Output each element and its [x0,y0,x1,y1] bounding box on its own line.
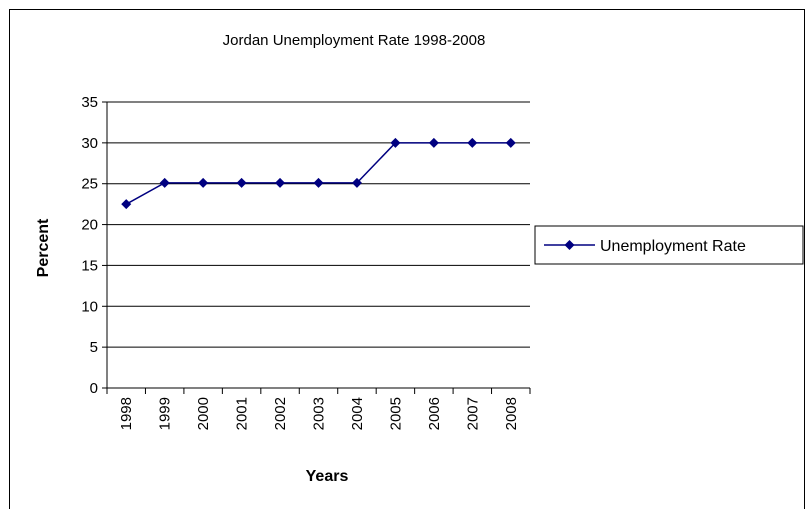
x-tick-label-2000: 2000 [195,397,212,430]
data-point-2004 [351,177,362,188]
x-tick-label-2001: 2001 [234,397,251,430]
gridlines [107,101,530,348]
y-tick-label-30: 30 [81,135,98,152]
x-tick-label-2006: 2006 [426,397,443,430]
data-point-2001 [236,177,247,188]
data-point-2008 [505,137,516,148]
y-tick-label-35: 35 [81,94,98,111]
y-axis-title: Percent [35,218,52,277]
x-tick-label-1999: 1999 [157,397,174,430]
data-point-2006 [428,137,439,148]
data-point-2000 [198,177,209,188]
y-tick-label-5: 5 [90,339,98,356]
chart-title: Jordan Unemployment Rate 1998-2008 [223,32,486,49]
chart-frame [9,9,805,509]
legend: Unemployment Rate [534,225,804,265]
x-tick-label-2007: 2007 [464,397,481,430]
y-tick-label-20: 20 [81,217,98,234]
x-tick-label-2003: 2003 [311,397,328,430]
y-tick-label-25: 25 [81,176,98,193]
legend-label: Unemployment Rate [600,238,746,255]
y-tick-label-15: 15 [81,257,98,274]
x-tick-label-1998: 1998 [118,397,135,430]
y-tick-labels: 0 5 10 15 20 25 30 35 [81,94,98,397]
axes [102,101,531,394]
data-point-1999 [159,177,170,188]
data-point-2002 [275,177,286,188]
data-point-1998 [121,199,132,210]
x-axis-title: Years [306,468,349,485]
data-point-2007 [467,137,478,148]
data-point-2003 [313,177,324,188]
series-line [125,142,511,205]
y-tick-label-0: 0 [90,380,98,397]
series-unemployment-rate [121,137,516,210]
x-tick-label-2005: 2005 [387,397,404,430]
x-tick-labels: 1998 1999 2000 2001 2002 2003 2004 2005 2006 2007… [118,397,520,430]
x-tick-label-2004: 2004 [349,397,366,430]
data-point-2005 [390,137,401,148]
y-tick-label-10: 10 [81,298,98,315]
x-tick-label-2002: 2002 [272,397,289,430]
legend-marker [564,240,575,250]
x-tick-label-2008: 2008 [503,397,520,430]
